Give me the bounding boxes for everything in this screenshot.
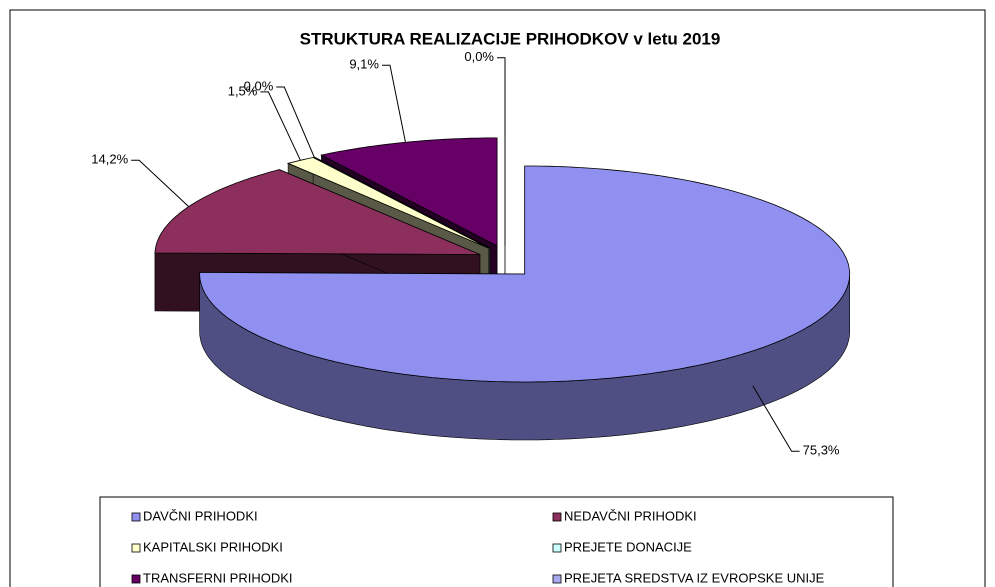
- legend-label: DAVČNI PRIHODKI: [143, 508, 258, 523]
- data-label: 14,2%: [91, 152, 128, 167]
- legend-box: [99, 496, 894, 587]
- slice: [199, 165, 851, 383]
- legend-label: KAPITALSKI PRIHODKI: [143, 539, 283, 554]
- data-label: 1,5%: [228, 83, 258, 98]
- pie: 75,3%14,2%1,5%0,0%9,1% 0,0%: [91, 49, 851, 458]
- legend-label: PREJETE DONACIJE: [564, 539, 692, 554]
- leader-line: [497, 57, 506, 138]
- legend-label: NEDAVČNI PRIHODKI: [564, 508, 697, 523]
- data-label: 9,1%: [349, 57, 379, 72]
- data-label: 0,0%: [244, 78, 274, 93]
- data-label: 0,0%: [464, 49, 494, 64]
- legend-label: TRANSFERNI PRIHODKI: [143, 570, 293, 585]
- legend-swatch: [131, 543, 141, 553]
- leader-line: [276, 86, 315, 158]
- leader-line: [131, 159, 190, 207]
- legend-swatch: [552, 574, 562, 584]
- legend: DAVČNI PRIHODKI NEDAVČNI PRIHODKI KAPITALS…: [131, 508, 825, 585]
- legend-swatch: [131, 512, 141, 522]
- leader-line: [752, 385, 800, 452]
- data-label: 75,3%: [803, 443, 840, 458]
- legend-swatch: [552, 543, 562, 553]
- legend-label: PREJETA SREDSTVA IZ EVROPSKE UNIJE: [564, 570, 825, 585]
- leader-line: [382, 64, 406, 143]
- leader-line: [260, 91, 301, 161]
- legend-swatch: [131, 574, 141, 584]
- legend-swatch: [552, 512, 562, 522]
- chart-title: STRUKTURA REALIZACIJE PRIHODKOV v letu 2…: [300, 29, 721, 48]
